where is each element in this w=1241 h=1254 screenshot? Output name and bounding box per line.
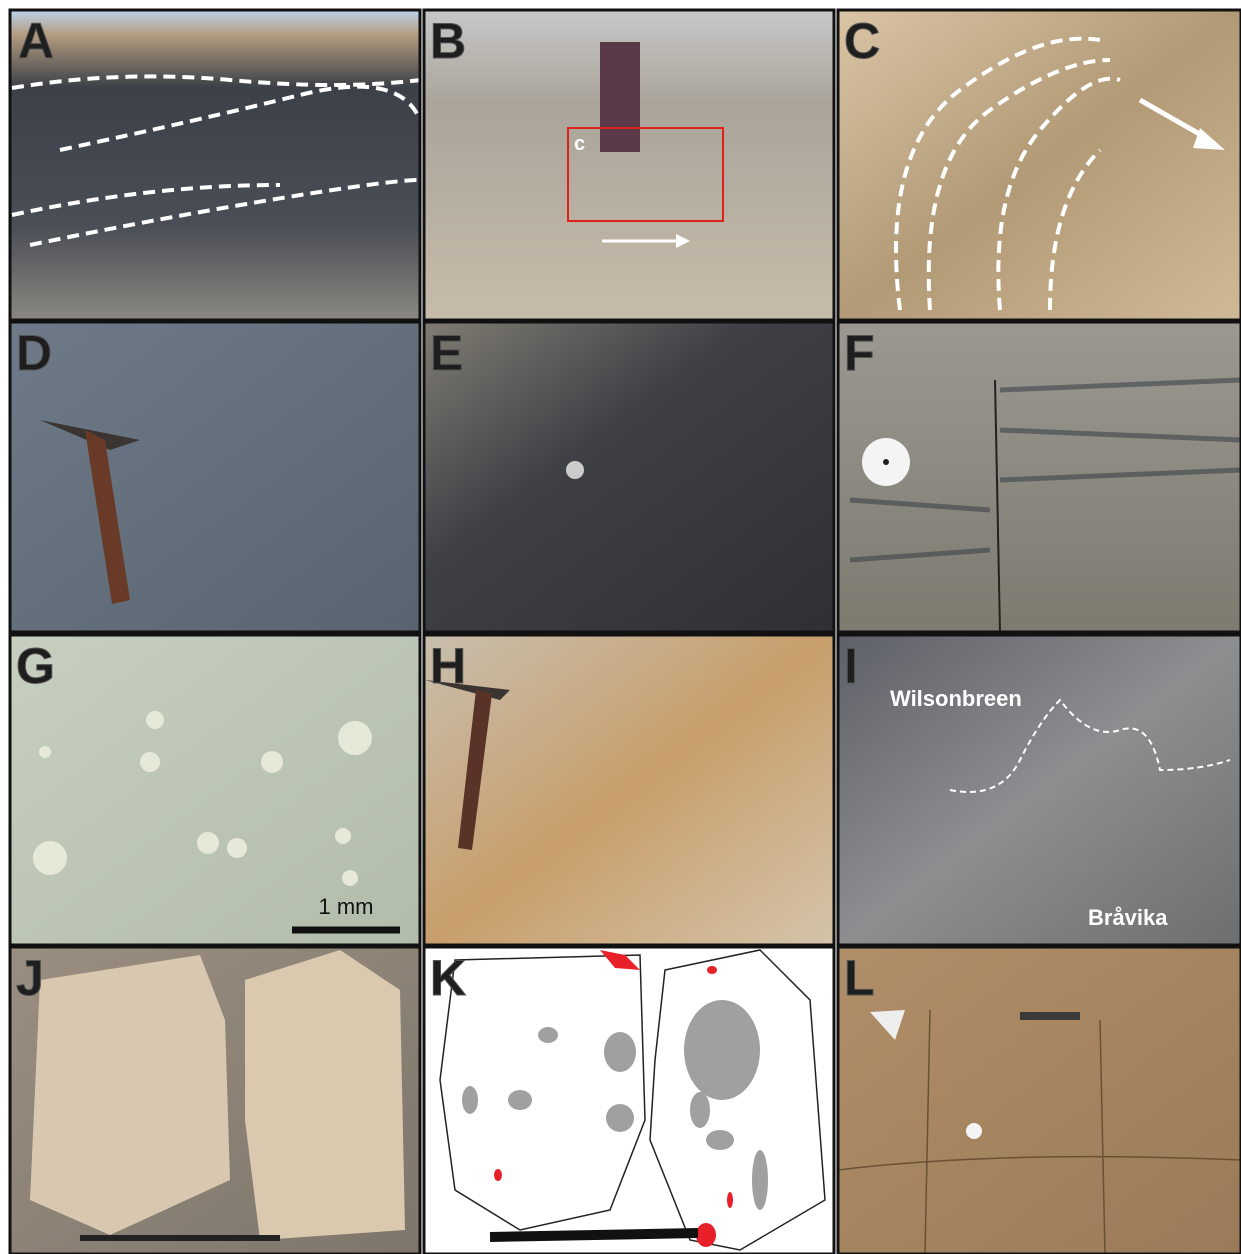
bed-outline: [59, 84, 422, 152]
frame: [422, 945, 836, 1254]
panel-d: D: [8, 320, 422, 634]
bed-outline: [11, 183, 281, 217]
bed-outline: [926, 58, 1111, 311]
panel-h: H: [422, 633, 836, 947]
coin: [966, 1123, 982, 1139]
photo: [424, 635, 834, 945]
unit-label: Bråvika: [1088, 905, 1168, 930]
panel-letter: J: [16, 950, 44, 1006]
panel-j: J: [8, 945, 422, 1254]
panel-letter: B: [430, 13, 466, 69]
panel-c: C: [836, 8, 1241, 322]
panel-letter: F: [844, 325, 875, 381]
photo: [10, 635, 420, 945]
drawing: [424, 947, 834, 1254]
photo: [838, 10, 1241, 320]
frame: [836, 633, 1241, 947]
clast-outline: [649, 949, 826, 1251]
bed-outline: [11, 74, 421, 90]
clast: [870, 1010, 905, 1040]
coin: [566, 461, 584, 479]
frame: [836, 8, 1241, 322]
panel-letter: E: [430, 325, 463, 381]
panel-i: Wilsonbreen Bråvika I: [836, 633, 1241, 947]
photo: [10, 322, 420, 632]
panel-letter: C: [844, 13, 880, 69]
bed-outline: [29, 178, 421, 247]
frame: [422, 633, 836, 947]
panel-letter: K: [430, 950, 466, 1006]
coin-hole: [883, 459, 889, 465]
photo: [10, 10, 420, 320]
panel-l: L: [836, 945, 1241, 1254]
arrow-head: [1193, 128, 1225, 150]
bed-outline: [996, 76, 1121, 311]
lamination: [849, 377, 1241, 563]
panel-a: A: [8, 8, 422, 322]
panel-letter: G: [16, 638, 55, 694]
frame: [836, 320, 1241, 634]
panel-f: F: [836, 320, 1241, 634]
frame: [8, 8, 422, 322]
bed-outline: [894, 36, 1101, 311]
frame: [422, 320, 836, 634]
person: [600, 42, 640, 152]
panel-e: E: [422, 320, 836, 634]
photo: [424, 322, 834, 632]
panel-letter: D: [16, 325, 52, 381]
clast: [1020, 1012, 1080, 1020]
panel-letter: A: [18, 13, 54, 69]
frame: [422, 8, 836, 322]
frame: [8, 633, 422, 947]
panel-letter: I: [844, 638, 858, 694]
clast: [245, 950, 405, 1240]
crack: [994, 379, 1001, 633]
frame: [836, 945, 1241, 1254]
red-clasts: [494, 950, 733, 1247]
inset-box: [567, 127, 724, 222]
crack: [837, 1009, 1241, 1254]
panel-k: K: [422, 945, 836, 1254]
hammer-handle: [85, 430, 130, 604]
photo: [838, 947, 1241, 1254]
photo: [838, 635, 1241, 945]
scale-bar: [489, 1228, 699, 1242]
unit-label: Wilsonbreen: [890, 686, 1022, 711]
grains: [33, 711, 372, 886]
gray-clasts: [462, 1000, 768, 1210]
contact: [949, 698, 1231, 793]
frame: [8, 945, 422, 1254]
panel-letter: L: [844, 950, 875, 1006]
panel-b: c B: [422, 8, 836, 322]
frame: [8, 320, 422, 634]
panel-g: 1 mm G: [8, 633, 422, 947]
inset-label: c: [574, 133, 585, 155]
scale-label: 1 mm: [319, 894, 374, 919]
panel-letter: H: [430, 638, 466, 694]
hammer-handle: [458, 690, 492, 850]
clast: [30, 955, 230, 1235]
arrow-head: [676, 234, 690, 248]
bed-outline: [1048, 148, 1102, 311]
clast-outline: [439, 954, 646, 1231]
